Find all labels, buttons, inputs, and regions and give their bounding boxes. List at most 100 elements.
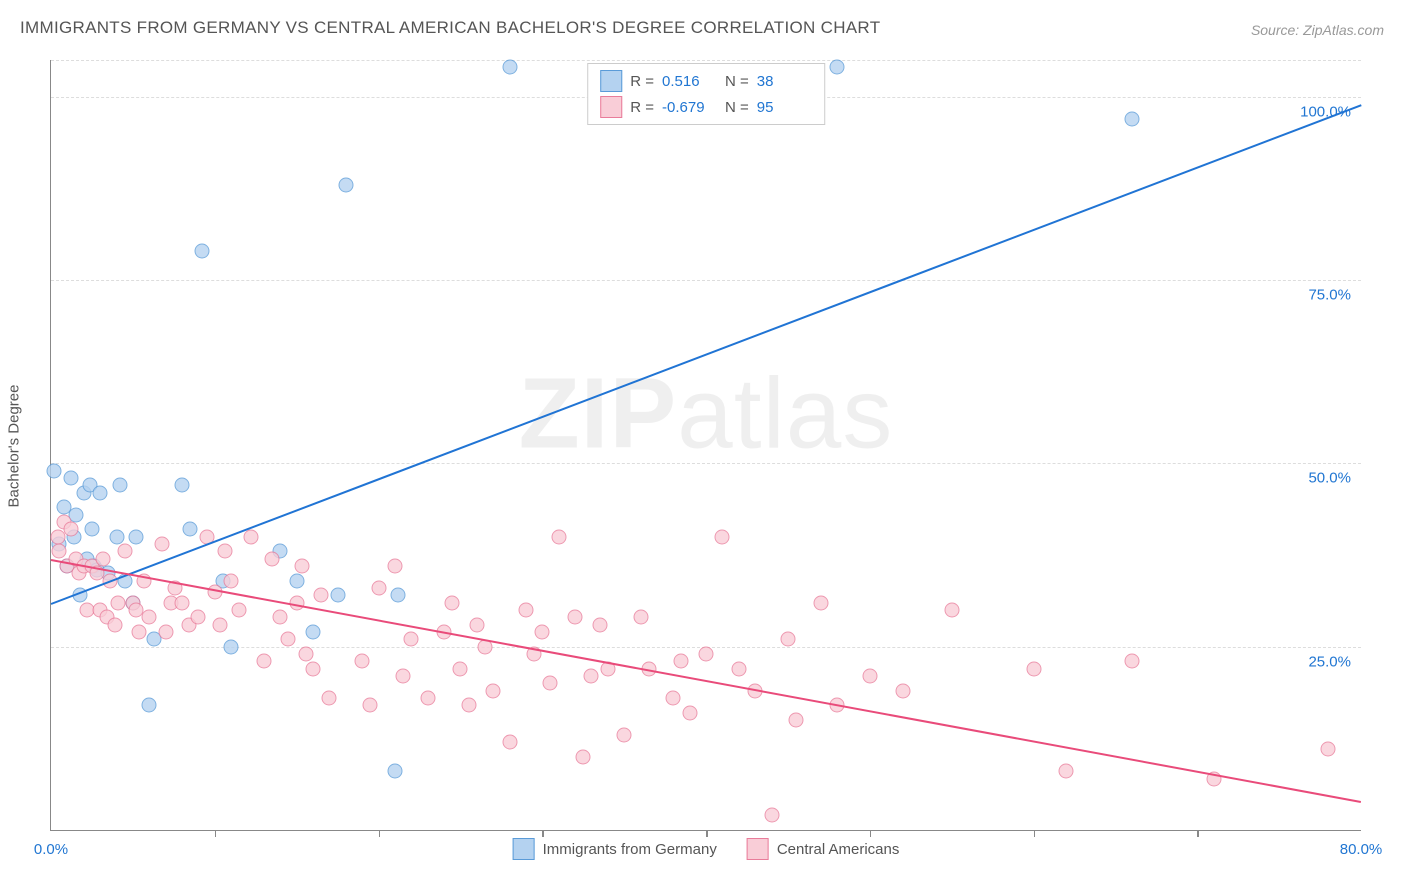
data-point xyxy=(158,625,173,640)
y-tick-label: 75.0% xyxy=(1308,287,1351,304)
data-point xyxy=(404,632,419,647)
data-point xyxy=(306,661,321,676)
trend-line xyxy=(51,559,1361,803)
data-point xyxy=(387,559,402,574)
data-point xyxy=(789,713,804,728)
data-point xyxy=(584,669,599,684)
data-point xyxy=(862,669,877,684)
data-point xyxy=(322,691,337,706)
data-point xyxy=(731,661,746,676)
data-point xyxy=(391,588,406,603)
data-point xyxy=(682,705,697,720)
data-point xyxy=(107,617,122,632)
data-point xyxy=(194,243,209,258)
legend-item: Immigrants from Germany xyxy=(513,838,717,860)
x-tick-mark xyxy=(870,830,872,837)
legend-r-value: -0.679 xyxy=(662,99,717,116)
series-legend: Immigrants from Germany Central Americans xyxy=(513,838,900,860)
legend-r-value: 0.516 xyxy=(662,73,717,90)
data-point xyxy=(47,463,62,478)
x-tick-mark xyxy=(542,830,544,837)
data-point xyxy=(256,654,271,669)
data-point xyxy=(1124,654,1139,669)
data-point xyxy=(109,529,124,544)
data-point xyxy=(93,485,108,500)
data-point xyxy=(289,573,304,588)
data-point xyxy=(396,669,411,684)
data-point xyxy=(944,603,959,618)
data-point xyxy=(699,647,714,662)
gridline xyxy=(51,463,1361,464)
data-point xyxy=(294,559,309,574)
data-point xyxy=(780,632,795,647)
data-point xyxy=(551,529,566,544)
data-point xyxy=(813,595,828,610)
data-point xyxy=(1059,764,1074,779)
data-point xyxy=(306,625,321,640)
data-point xyxy=(281,632,296,647)
x-tick-label: 80.0% xyxy=(1340,841,1383,858)
data-point xyxy=(1124,111,1139,126)
data-point xyxy=(363,698,378,713)
data-point xyxy=(568,610,583,625)
legend-swatch xyxy=(600,96,622,118)
data-point xyxy=(175,478,190,493)
trend-line xyxy=(51,104,1362,605)
data-point xyxy=(518,603,533,618)
data-point xyxy=(52,544,67,559)
legend-label: Immigrants from Germany xyxy=(543,841,717,858)
data-point xyxy=(445,595,460,610)
legend-label: Central Americans xyxy=(777,841,900,858)
data-point xyxy=(330,588,345,603)
data-point xyxy=(96,551,111,566)
source-label: Source: ZipAtlas.com xyxy=(1251,22,1384,38)
data-point xyxy=(715,529,730,544)
watermark: ZIPatlas xyxy=(519,357,894,472)
data-point xyxy=(1321,742,1336,757)
x-tick-mark xyxy=(1034,830,1036,837)
data-point xyxy=(502,60,517,75)
data-point xyxy=(175,595,190,610)
data-point xyxy=(129,529,144,544)
legend-n-label: N = xyxy=(725,73,749,90)
data-point xyxy=(371,581,386,596)
gridline xyxy=(51,280,1361,281)
data-point xyxy=(420,691,435,706)
data-point xyxy=(592,617,607,632)
data-point xyxy=(224,573,239,588)
data-point xyxy=(142,698,157,713)
y-tick-label: 25.0% xyxy=(1308,653,1351,670)
data-point xyxy=(243,529,258,544)
data-point xyxy=(265,551,280,566)
legend-swatch xyxy=(600,70,622,92)
data-point xyxy=(155,537,170,552)
data-point xyxy=(273,610,288,625)
data-point xyxy=(338,177,353,192)
y-axis-label: Bachelor's Degree xyxy=(6,385,23,508)
data-point xyxy=(502,735,517,750)
legend-r-label: R = xyxy=(630,73,654,90)
data-point xyxy=(387,764,402,779)
legend-row: R = 0.516N = 38 xyxy=(600,68,812,94)
data-point xyxy=(111,595,126,610)
data-point xyxy=(217,544,232,559)
data-point xyxy=(764,808,779,823)
data-point xyxy=(191,610,206,625)
data-point xyxy=(543,676,558,691)
chart-title: IMMIGRANTS FROM GERMANY VS CENTRAL AMERI… xyxy=(20,18,880,38)
x-tick-mark xyxy=(706,830,708,837)
data-point xyxy=(355,654,370,669)
data-point xyxy=(576,749,591,764)
data-point xyxy=(142,610,157,625)
data-point xyxy=(1026,661,1041,676)
x-tick-label: 0.0% xyxy=(34,841,68,858)
data-point xyxy=(232,603,247,618)
x-tick-mark xyxy=(215,830,217,837)
data-point xyxy=(224,639,239,654)
data-point xyxy=(461,698,476,713)
data-point xyxy=(486,683,501,698)
correlation-legend: R = 0.516N = 38R = -0.679N = 95 xyxy=(587,63,825,125)
data-point xyxy=(666,691,681,706)
gridline xyxy=(51,60,1361,61)
legend-swatch xyxy=(513,838,535,860)
